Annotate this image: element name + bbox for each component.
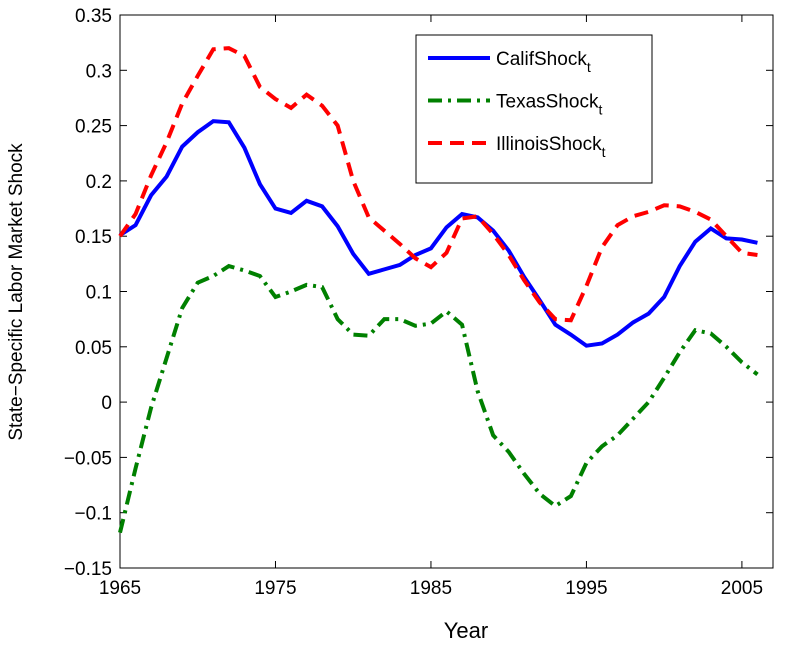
y-tick-label: 0.05 [75,338,112,359]
y-tick-label: −0.15 [64,559,112,580]
y-tick-label: −0.05 [64,448,112,469]
legend-name: IllinoisShock [496,134,602,155]
y-tick-label: 0 [101,393,112,414]
legend-name: TexasShock [496,92,599,113]
legend-label: CalifShockt [496,49,591,75]
y-tick-label: 0.3 [86,61,112,82]
y-tick-label: 0.1 [86,283,112,304]
y-tick-label: 0.25 [75,117,112,138]
legend-label: IllinoisShockt [496,134,606,160]
legend-subscript: t [602,144,606,160]
y-tick-label: 0.2 [86,172,112,193]
x-axis-label: Year [444,618,488,643]
x-tick-label: 2005 [721,578,763,599]
data-line [118,263,759,534]
x-tick-label: 1995 [565,578,607,599]
y-tick-label: −0.1 [74,504,112,525]
legend-subscript: t [587,59,591,75]
legend-name: CalifShock [496,49,587,70]
y-tick-label: 0.15 [75,227,112,248]
x-tick-label: 1985 [410,578,452,599]
data-line [118,46,758,323]
legend-label: TexasShockt [496,92,602,118]
y-tick-label: 0.35 [75,6,112,27]
data-line [118,119,758,348]
x-tick-label: 1975 [254,578,296,599]
x-tick-label: 1965 [99,578,141,599]
y-axis-label: State−Specific Labor Market Shock [6,143,27,441]
legend-subscript: t [598,102,602,118]
